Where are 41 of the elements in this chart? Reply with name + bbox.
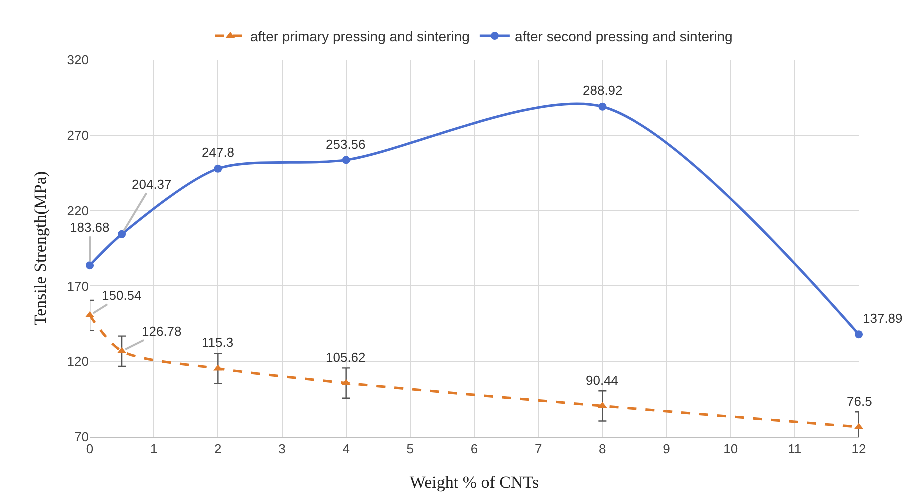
data-label: 126.78 — [142, 324, 182, 339]
data-label: 76.5 — [847, 394, 872, 409]
y-tick-label: 70 — [74, 430, 89, 445]
x-tick-label: 4 — [342, 442, 350, 457]
x-tick-label: 8 — [599, 442, 606, 457]
x-tick-label: 9 — [663, 442, 670, 457]
x-tick-label: 7 — [534, 442, 542, 457]
y-tick-label: 270 — [67, 128, 89, 143]
x-tick-label: 3 — [278, 442, 286, 457]
data-label: 247.8 — [202, 145, 235, 160]
data-label: 183.68 — [70, 220, 110, 235]
point — [598, 102, 607, 111]
data-label: 253.56 — [326, 137, 366, 152]
point — [86, 262, 94, 270]
data-label: 115.3 — [202, 335, 234, 350]
data-label: 90.44 — [586, 373, 619, 388]
y-tick-label: 170 — [67, 278, 89, 294]
y-tick-label: 120 — [67, 354, 89, 370]
x-tick-label: 0 — [86, 442, 94, 457]
legend-label: after second pressing and sintering — [514, 28, 733, 45]
point — [342, 156, 350, 164]
y-tick-label: 320 — [67, 52, 89, 68]
x-axis-title: Weight % of CNTs — [410, 473, 540, 492]
data-label: 137.89 — [863, 311, 903, 326]
data-label: 105.62 — [326, 350, 366, 365]
x-tick-label: 6 — [470, 442, 478, 457]
data-label: 204.37 — [132, 177, 172, 192]
data-label: 150.54 — [102, 288, 142, 303]
x-tick-label: 10 — [724, 442, 738, 457]
point — [855, 330, 863, 339]
x-tick-label: 5 — [406, 442, 414, 457]
point — [118, 230, 126, 238]
x-tick-label: 12 — [852, 442, 866, 457]
data-label: 288.92 — [583, 83, 623, 98]
point — [214, 164, 222, 173]
y-axis-title: Tensile Strength(MPa) — [31, 171, 50, 326]
x-tick-label: 11 — [788, 442, 802, 457]
x-tick-label: 2 — [214, 442, 222, 457]
x-tick-label: 1 — [150, 442, 158, 457]
legend-label: after primary pressing and sintering — [250, 28, 470, 45]
y-tick-label: 220 — [67, 203, 89, 218]
